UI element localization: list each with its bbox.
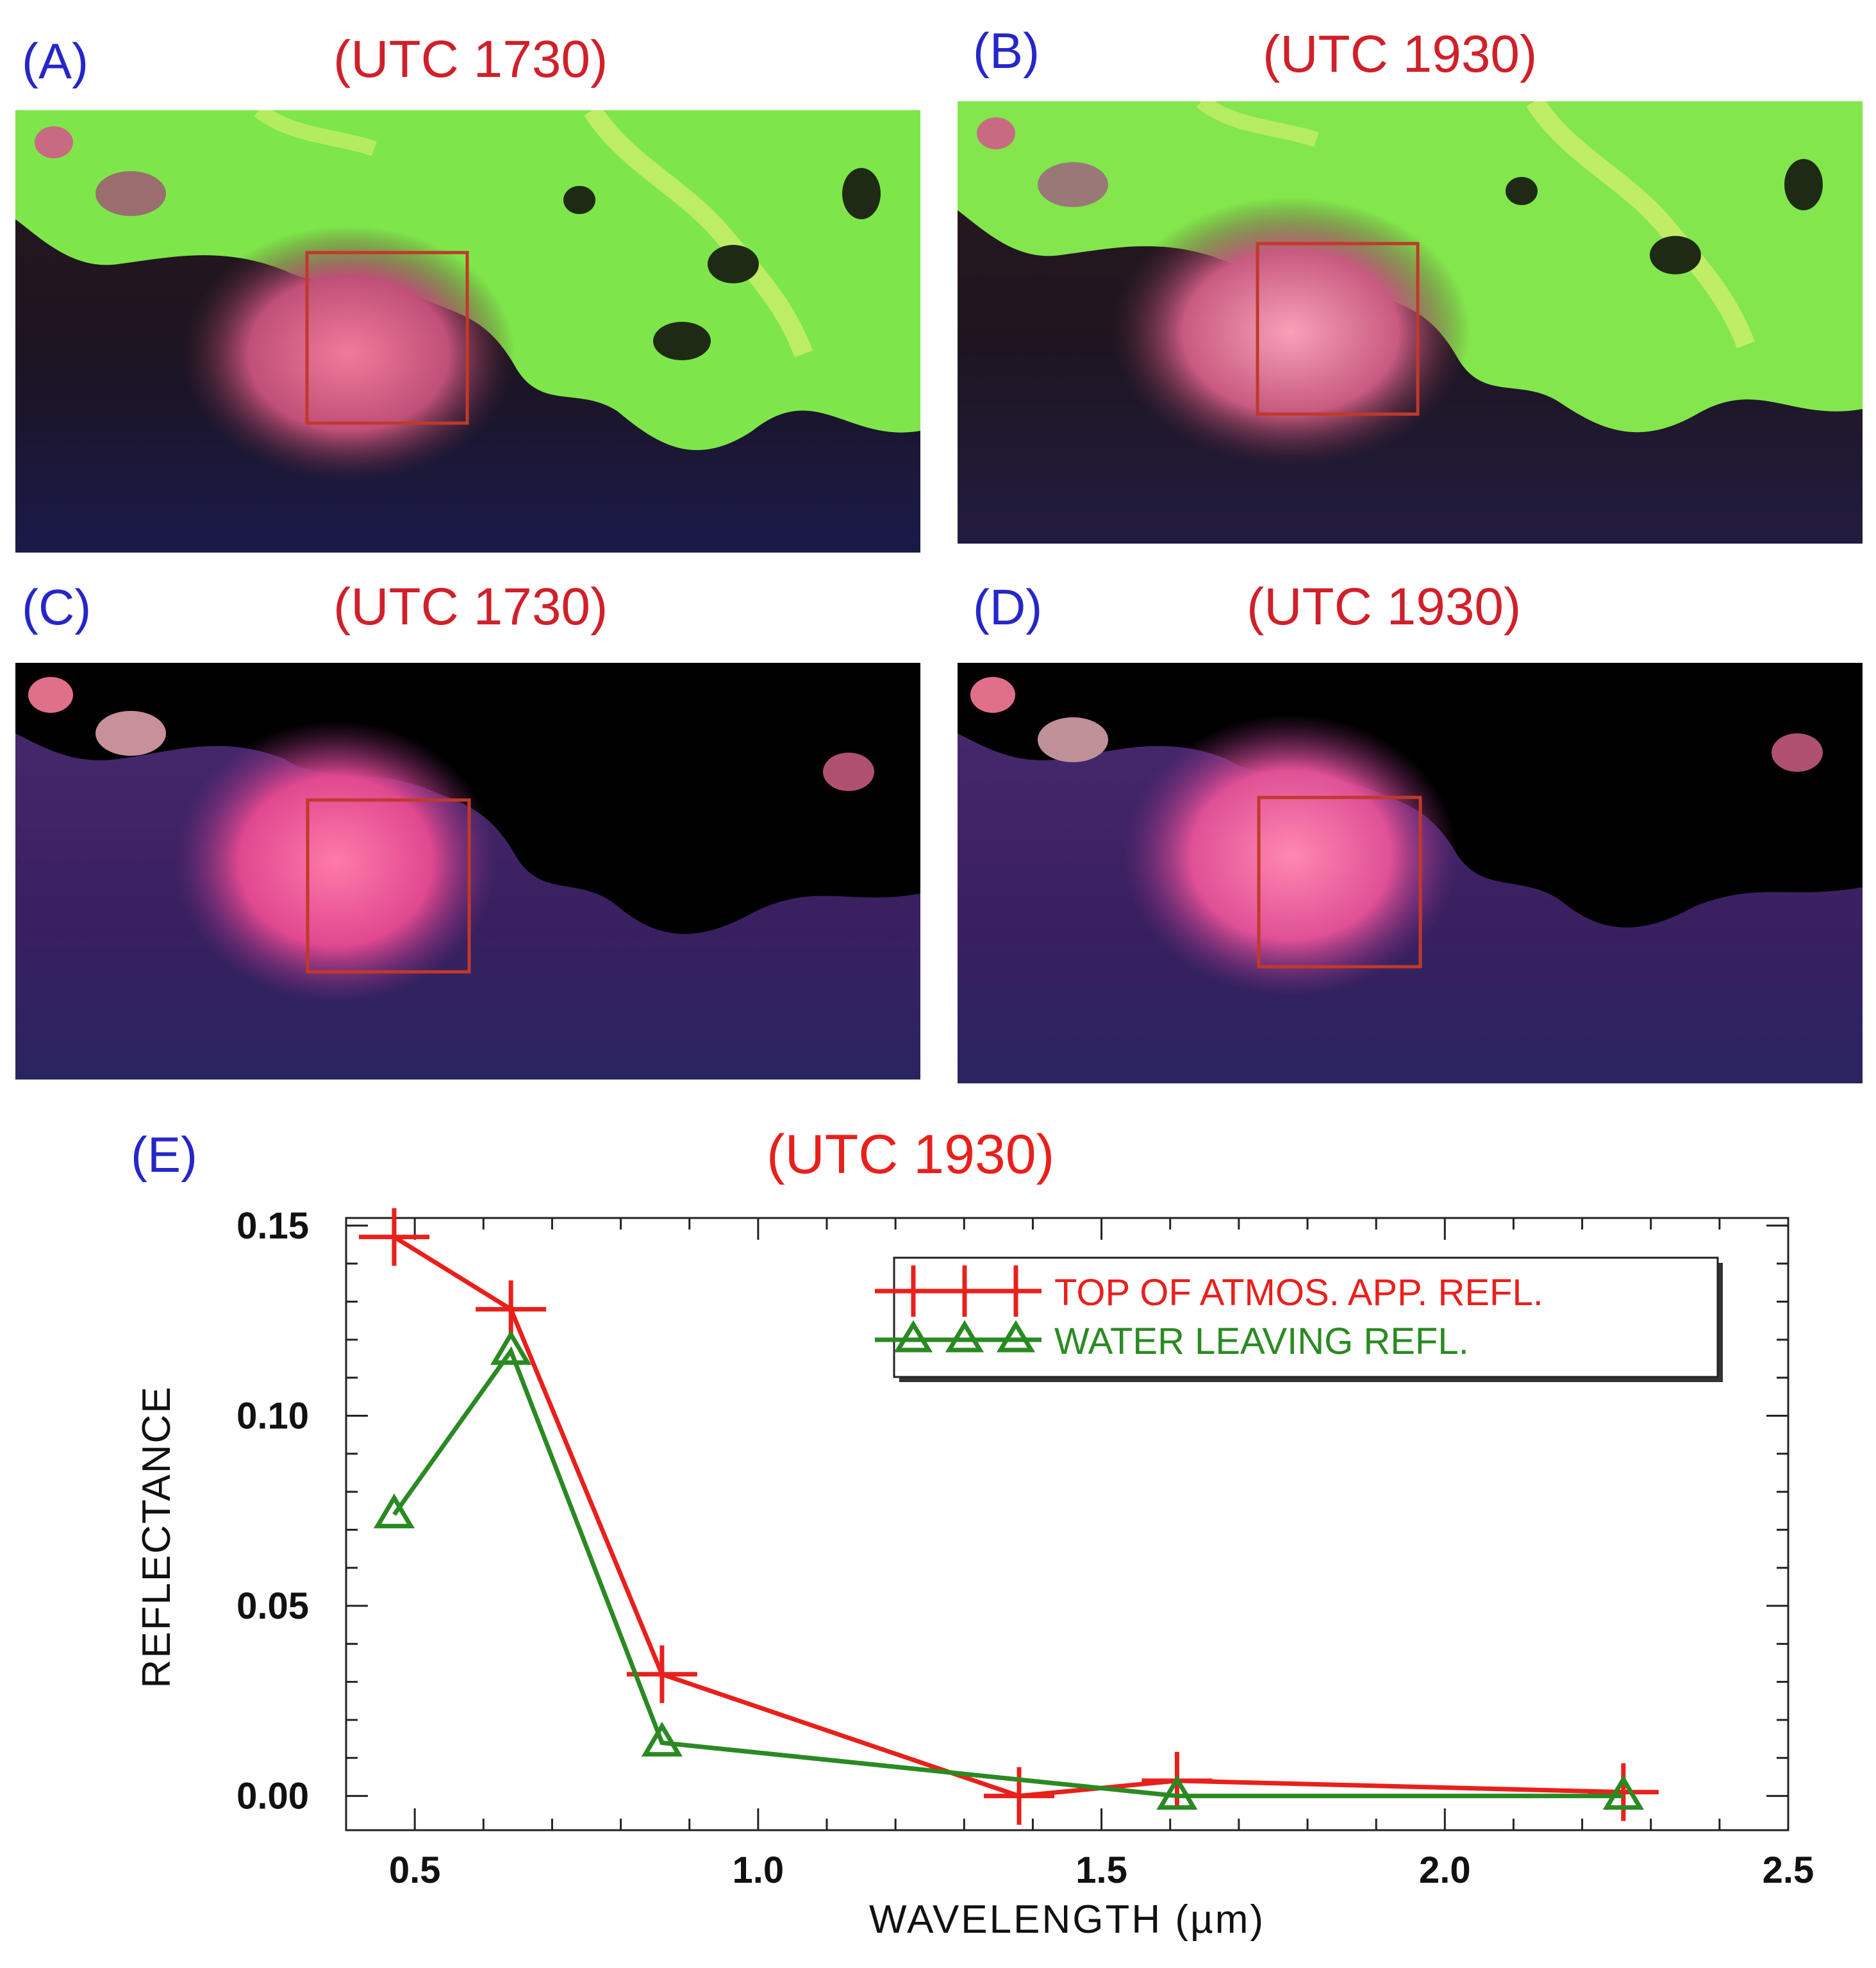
series-line-2 [392, 1346, 1623, 1799]
panel-e-letter: (E) [131, 1126, 197, 1183]
y-tick-label: 0.00 [237, 1776, 309, 1817]
plot-frame [345, 1217, 1789, 1831]
satellite-image-c [15, 663, 920, 1080]
legend-marker-triangle [996, 1320, 1036, 1353]
panel-c-time: (UTC 1730) [333, 578, 608, 636]
panel-a-letter: (A) [22, 33, 88, 89]
panel-c-letter: (C) [22, 579, 92, 635]
x-tick-label: 1.5 [1075, 1849, 1127, 1891]
y-axis-label: REFLECTANCE [135, 1385, 179, 1688]
panel-b-time: (UTC 1930) [1263, 25, 1538, 83]
x-tick-label: 1.0 [733, 1849, 784, 1891]
x-tick-label: 2.0 [1419, 1849, 1471, 1891]
x-tick-label: 0.5 [389, 1849, 441, 1891]
panel-d-letter: (D) [973, 579, 1043, 635]
data-point-triangle [1156, 1774, 1198, 1810]
chart-title: (UTC 1930) [767, 1124, 1055, 1185]
data-point-triangle [641, 1721, 683, 1757]
legend-marker-triangle [893, 1320, 933, 1353]
y-tick-label: 0.10 [237, 1395, 309, 1437]
panel-a-time: (UTC 1730) [333, 30, 608, 88]
satellite-image-b [958, 101, 1863, 544]
data-point-plus [984, 1767, 1054, 1825]
data-point-plus [476, 1280, 547, 1338]
x-axis-label: WAVELENGTH (µm) [869, 1897, 1265, 1942]
y-tick-label: 0.15 [237, 1205, 309, 1247]
data-point-triangle [490, 1330, 532, 1365]
legend-box [893, 1256, 1719, 1378]
data-point-triangle [373, 1493, 415, 1529]
panel-b-letter: (B) [973, 22, 1040, 79]
legend-label-2: WATER LEAVING REFL. [1054, 1321, 1469, 1362]
y-tick-label: 0.05 [237, 1585, 309, 1627]
legend-label-1: TOP OF ATMOS. APP. REFL. [1054, 1272, 1543, 1313]
reflectance-chart: 0.00 0.05 0.10 0.15 0.5 1.0 1.5 2.0 2.5 WAVELENGT… [135, 1205, 1814, 1942]
x-tick-label: 2.5 [1763, 1849, 1814, 1891]
legend-marker-triangle [945, 1320, 984, 1353]
data-point-plus [626, 1645, 697, 1703]
series-line-1 [393, 1235, 1623, 1799]
panel-d-time: (UTC 1930) [1247, 578, 1522, 636]
data-point-triangle [1602, 1774, 1644, 1810]
data-point-plus [359, 1208, 429, 1266]
satellite-image-a [15, 110, 920, 553]
satellite-image-d [958, 663, 1863, 1083]
data-point-plus [1588, 1763, 1659, 1821]
